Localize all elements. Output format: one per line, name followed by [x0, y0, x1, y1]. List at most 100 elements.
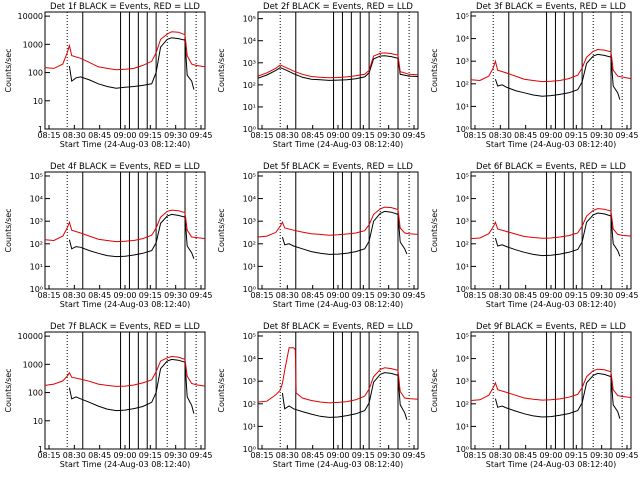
- y-tick-label: 10000: [18, 12, 43, 21]
- x-tick-label: 09:30: [164, 451, 187, 460]
- x-tick-label: 08:30: [276, 451, 299, 460]
- y-tick-label: 10⁰: [243, 285, 256, 294]
- x-tick-label: 08:45: [514, 131, 537, 140]
- y-tick-label: 10³: [456, 217, 469, 226]
- y-tick-label: 10⁵: [456, 12, 469, 21]
- x-tick-label: 09:30: [590, 451, 613, 460]
- y-tick-label: 10³: [456, 57, 469, 66]
- x-tick-label: 09:30: [377, 451, 400, 460]
- y-tick-label: 10³: [243, 217, 256, 226]
- x-axis-label: Start Time (24-Aug-03 08:12:40): [486, 460, 617, 469]
- x-tick-label: 08:45: [88, 451, 111, 460]
- series-events-line: [281, 372, 408, 420]
- y-tick-label: 10⁰: [456, 445, 469, 454]
- x-tick-label: 09:00: [539, 131, 562, 140]
- x-tick-label: 08:45: [514, 291, 537, 300]
- x-tick-label: 09:45: [615, 291, 638, 300]
- y-tick-label: 1000: [23, 40, 43, 49]
- chart-title: Det 6f BLACK = Events, RED = LLD: [476, 162, 626, 172]
- plot-frame: [257, 171, 419, 290]
- y-tick-label: 10⁰: [456, 285, 469, 294]
- x-tick-label: 09:15: [139, 291, 162, 300]
- y-axis-label: Counts/sec: [4, 368, 13, 412]
- y-tick-label: 10⁰: [243, 125, 256, 134]
- x-axis-label: Start Time (24-Aug-03 08:12:40): [486, 140, 617, 149]
- y-tick-label: 100: [28, 69, 43, 78]
- y-tick-label: 1000: [23, 360, 43, 369]
- y-tick-label: 10¹: [30, 262, 43, 271]
- x-tick-label: 09:45: [402, 131, 425, 140]
- x-tick-label: 09:15: [352, 291, 375, 300]
- y-tick-label: 10¹: [243, 103, 256, 112]
- y-axis-label: Counts/sec: [430, 368, 439, 412]
- x-tick-label: 09:00: [113, 131, 136, 140]
- series-events-line: [494, 212, 621, 257]
- chart-title: Det 5f BLACK = Events, RED = LLD: [263, 162, 413, 172]
- x-axis-label: Start Time (24-Aug-03 08:12:40): [60, 140, 191, 149]
- y-tick-label: 10³: [243, 59, 256, 68]
- y-tick-label: 10⁵: [456, 332, 469, 341]
- chart-title: Det 7f BLACK = Events, RED = LLD: [50, 322, 200, 332]
- y-tick-label: 10²: [243, 400, 256, 409]
- y-tick-label: 10²: [30, 240, 43, 249]
- x-tick-label: 08:15: [37, 131, 60, 140]
- y-tick-label: 10²: [456, 400, 469, 409]
- x-tick-label: 09:00: [113, 291, 136, 300]
- x-tick-label: 08:15: [37, 291, 60, 300]
- y-tick-label: 10⁴: [456, 195, 469, 204]
- x-tick-label: 08:45: [301, 291, 324, 300]
- x-tick-label: 09:00: [539, 451, 562, 460]
- y-tick-label: 10¹: [456, 262, 469, 271]
- x-tick-label: 08:45: [301, 131, 324, 140]
- x-tick-label: 09:00: [326, 131, 349, 140]
- chart-panel-8: Det 8f BLACK = Events, RED = LLD 08:15 08:…: [217, 322, 426, 469]
- x-tick-label: 09:45: [402, 451, 425, 460]
- plot-frame: [470, 11, 632, 130]
- x-tick-label: 09:30: [377, 131, 400, 140]
- plot-frame: [470, 331, 632, 450]
- x-tick-label: 08:15: [250, 451, 273, 460]
- chart-title: Det 9f BLACK = Events, RED = LLD: [476, 322, 626, 332]
- y-tick-label: 10⁵: [456, 172, 469, 181]
- x-tick-label: 09:30: [590, 131, 613, 140]
- x-tick-label: 09:15: [565, 291, 588, 300]
- x-tick-label: 09:30: [377, 291, 400, 300]
- x-tick-label: 08:30: [63, 131, 86, 140]
- y-tick-label: 10⁵: [243, 172, 256, 181]
- y-axis-label: Counts/sec: [217, 48, 226, 92]
- series-lld-line: [44, 31, 206, 71]
- x-tick-label: 09:15: [352, 131, 375, 140]
- y-tick-label: 10000: [18, 332, 43, 341]
- x-axis-label: Start Time (24-Aug-03 08:12:40): [273, 300, 404, 309]
- series-lld-line: [470, 48, 632, 83]
- y-axis-label: Counts/sec: [217, 368, 226, 412]
- series-lld-line: [257, 347, 419, 404]
- x-axis-label: Start Time (24-Aug-03 08:12:40): [60, 460, 191, 469]
- y-tick-label: 10²: [243, 240, 256, 249]
- y-axis-label: Counts/sec: [430, 208, 439, 252]
- x-tick-label: 09:00: [326, 291, 349, 300]
- y-tick-label: 10⁴: [243, 37, 256, 46]
- x-tick-label: 08:15: [250, 131, 273, 140]
- series-events-line: [257, 55, 419, 81]
- x-axis-label: Start Time (24-Aug-03 08:12:40): [486, 300, 617, 309]
- x-tick-label: 08:15: [37, 451, 60, 460]
- chart-title: Det 3f BLACK = Events, RED = LLD: [476, 2, 626, 12]
- plot-frame: [44, 11, 206, 130]
- y-tick-label: 10³: [243, 377, 256, 386]
- y-tick-label: 10⁴: [456, 35, 469, 44]
- y-tick-label: 10⁴: [456, 355, 469, 364]
- y-tick-label: 100: [28, 389, 43, 398]
- y-tick-label: 10⁰: [30, 285, 43, 294]
- x-tick-label: 08:30: [489, 131, 512, 140]
- chart-title: Det 8f BLACK = Events, RED = LLD: [263, 322, 413, 332]
- series-events-line: [68, 37, 195, 90]
- y-tick-label: 10³: [30, 217, 43, 226]
- x-axis-label: Start Time (24-Aug-03 08:12:40): [273, 460, 404, 469]
